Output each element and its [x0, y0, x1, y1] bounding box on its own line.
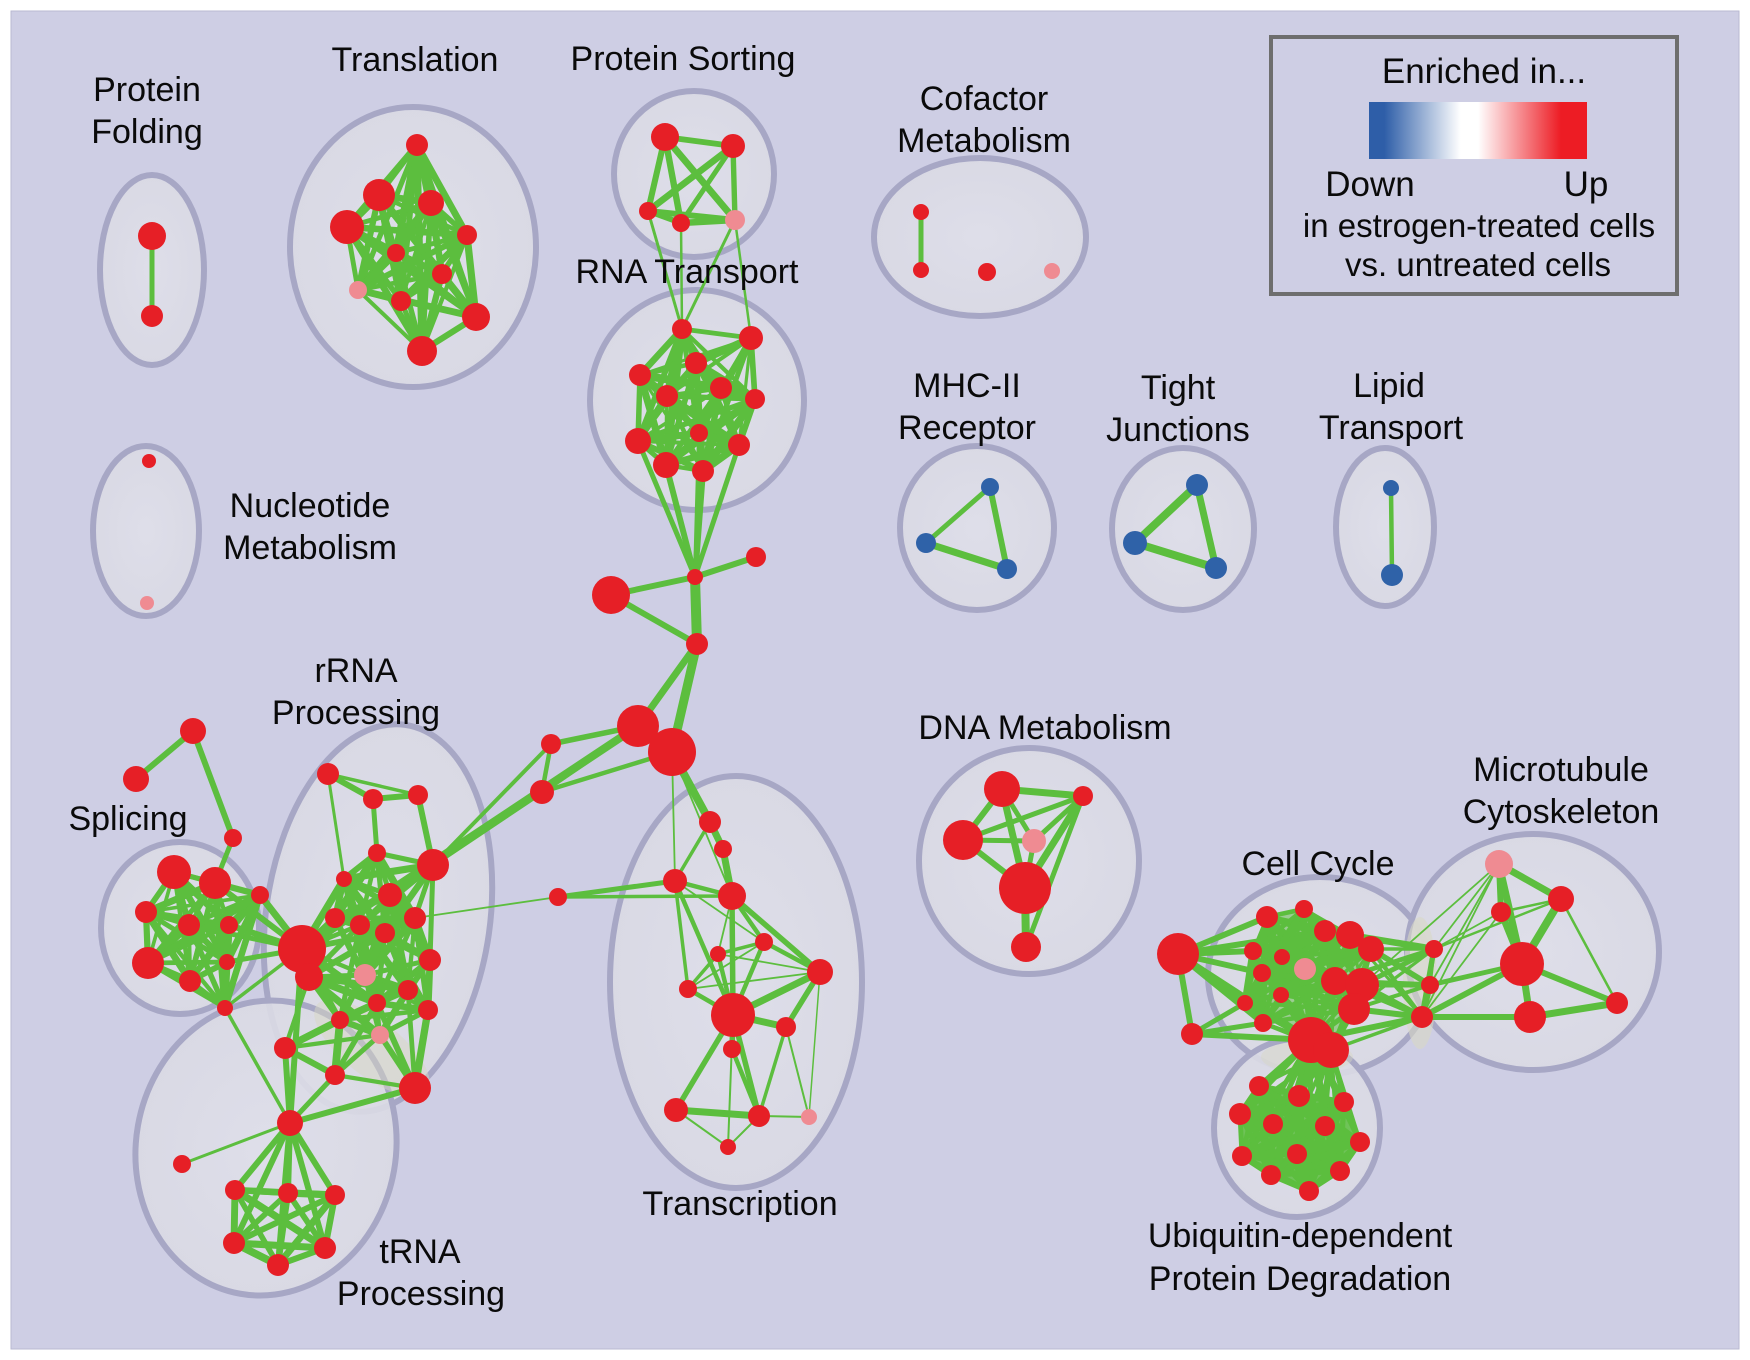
svg-text:Junctions: Junctions	[1106, 411, 1250, 449]
svg-text:DNA Metabolism: DNA Metabolism	[918, 709, 1171, 747]
svg-text:rRNA: rRNA	[314, 652, 397, 690]
svg-text:Folding: Folding	[91, 113, 203, 151]
svg-text:Enriched in...: Enriched in...	[1382, 52, 1586, 91]
svg-text:Processing: Processing	[337, 1275, 505, 1313]
svg-text:Tight: Tight	[1141, 369, 1216, 407]
svg-text:Cofactor: Cofactor	[920, 80, 1049, 118]
svg-text:Transcription: Transcription	[642, 1185, 837, 1223]
svg-text:Transport: Transport	[1319, 409, 1464, 447]
svg-text:vs. untreated cells: vs. untreated cells	[1345, 246, 1611, 283]
svg-text:Ubiquitin-dependent: Ubiquitin-dependent	[1148, 1217, 1453, 1255]
svg-text:RNA Transport: RNA Transport	[576, 253, 800, 291]
svg-text:Microtubule: Microtubule	[1473, 751, 1649, 789]
svg-text:Protein Sorting: Protein Sorting	[571, 40, 796, 78]
svg-text:Protein Degradation: Protein Degradation	[1149, 1260, 1451, 1298]
svg-text:Nucleotide: Nucleotide	[230, 487, 391, 525]
svg-text:Down: Down	[1325, 165, 1414, 204]
svg-text:Cell Cycle: Cell Cycle	[1241, 845, 1394, 883]
svg-text:Lipid: Lipid	[1353, 367, 1425, 405]
svg-text:Receptor: Receptor	[898, 409, 1036, 447]
svg-text:Metabolism: Metabolism	[897, 122, 1071, 160]
svg-text:MHC-II: MHC-II	[913, 367, 1021, 405]
svg-text:Up: Up	[1564, 165, 1609, 204]
svg-text:Protein: Protein	[93, 71, 201, 109]
svg-text:Processing: Processing	[272, 694, 440, 732]
svg-text:Metabolism: Metabolism	[223, 529, 397, 567]
svg-text:in estrogen-treated cells: in estrogen-treated cells	[1303, 207, 1655, 244]
svg-text:Splicing: Splicing	[68, 800, 187, 838]
svg-text:tRNA: tRNA	[379, 1233, 461, 1271]
svg-text:Translation: Translation	[332, 41, 499, 79]
svg-text:Cytoskeleton: Cytoskeleton	[1463, 793, 1660, 831]
